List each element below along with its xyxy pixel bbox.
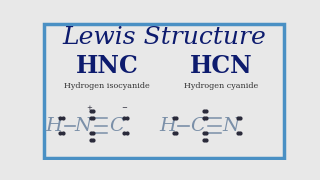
Text: Hydrogen cyanide: Hydrogen cyanide (184, 82, 258, 90)
Text: +: + (87, 105, 92, 111)
Text: H: H (45, 117, 62, 135)
Text: Hydrogen isocyanide: Hydrogen isocyanide (64, 82, 150, 90)
Text: HNC: HNC (76, 54, 138, 78)
Text: −: − (121, 105, 127, 111)
Text: H: H (159, 117, 176, 135)
Text: N: N (75, 117, 92, 135)
Text: HCN: HCN (190, 54, 252, 78)
Text: C: C (109, 117, 124, 135)
Text: Lewis Structure: Lewis Structure (62, 26, 266, 49)
Text: N: N (222, 117, 240, 135)
Text: C: C (190, 117, 205, 135)
FancyBboxPatch shape (44, 24, 284, 158)
